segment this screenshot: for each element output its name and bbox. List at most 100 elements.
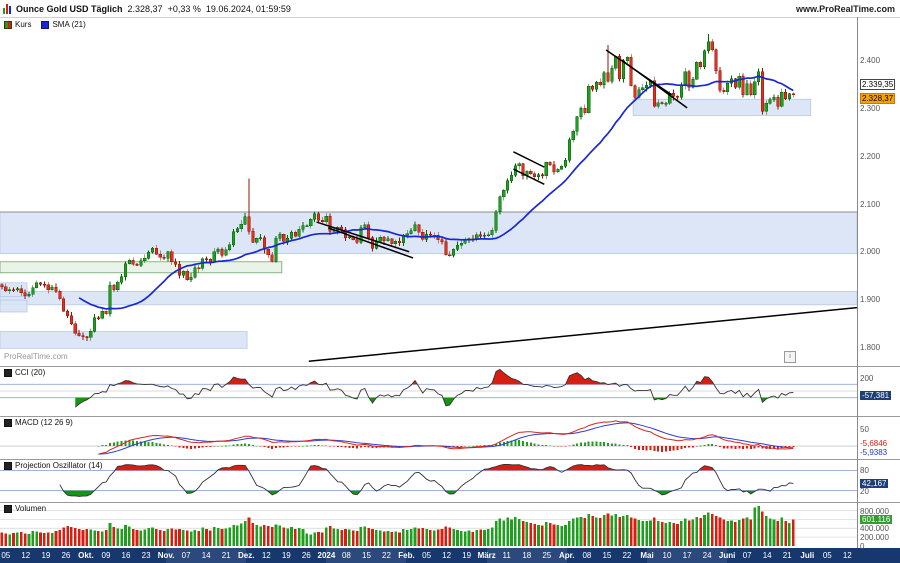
price-legend: Kurs SMA (21): [4, 20, 86, 29]
time-axis-tick-label: 12: [842, 551, 852, 560]
price-axis-label: 2.000: [860, 247, 881, 257]
time-axis-tick-label: 15: [362, 551, 371, 560]
time-axis-month-label: Apr.: [559, 551, 575, 560]
time-axis-tick-label: 21: [221, 551, 231, 560]
time-axis-tick-label: 05: [1, 551, 11, 560]
time-axis-tick-label: 12: [442, 551, 452, 560]
macd-legend-chip: [4, 418, 12, 427]
sma-legend-label: SMA (21): [52, 20, 86, 29]
prev-close-badge: 2.339,35: [860, 79, 896, 90]
macd-indicator-chart[interactable]: [0, 416, 857, 459]
time-axis-month-label: 2024: [317, 551, 336, 560]
time-axis-tick-label: 15: [602, 551, 612, 560]
header-separator: [0, 17, 900, 18]
time-axis-tick-label: 05: [422, 551, 432, 560]
price-change-text: +0,33 %: [167, 3, 201, 14]
price-axis-column[interactable]: 2.400 2.300 2.200 2.100 2.000 1.900 1.800 2.339…: [858, 0, 900, 551]
time-axis-tick-label: 19: [41, 551, 51, 560]
instrument-title: Ounce Gold USD Täglich: [16, 3, 123, 14]
time-axis-tick-label: 25: [542, 551, 552, 560]
trend-line: [316, 221, 410, 253]
quote-timestamp: 19.06.2024, 01:59:59: [205, 3, 291, 14]
time-axis-tick-label: 05: [822, 551, 832, 560]
time-axis-month-label: Feb.: [398, 551, 415, 560]
time-axis-tick-label: 07: [742, 551, 752, 560]
macd-signal-label: -5,9383: [860, 448, 888, 458]
time-axis-month-label: Juni: [718, 551, 736, 560]
price-axis-label: 2.100: [860, 199, 881, 209]
price-axis-label: 2.400: [860, 56, 881, 65]
time-axis-tick-label: 17: [682, 551, 692, 560]
trend-line: [308, 306, 857, 362]
projection-value-badge: 42,167: [860, 479, 889, 489]
time-axis-tick-label: 14: [201, 551, 211, 560]
time-axis-tick-label: 21: [782, 551, 792, 560]
time-axis-month-label: März: [477, 551, 496, 560]
legend-kurs[interactable]: Kurs: [4, 20, 31, 29]
volume-panel-label: Volumen: [15, 504, 47, 513]
time-axis-month-label: Nov.: [157, 551, 175, 560]
price-axis-label: 2.300: [860, 103, 881, 113]
projection-axis-top-label: 80: [860, 466, 869, 476]
time-axis-tick-label: 18: [522, 551, 532, 560]
main-price-chart[interactable]: [0, 17, 857, 366]
macd-value-label: -5,6846: [860, 439, 888, 449]
volume-panel-header[interactable]: Volumen: [4, 504, 46, 513]
time-axis-tick-label: 12: [261, 551, 271, 560]
time-axis-tick-label: 24: [702, 551, 712, 560]
drawing-zone: [0, 331, 248, 349]
time-axis-tick-label: 19: [462, 551, 472, 560]
cci-panel-label: CCI (20): [15, 368, 46, 377]
time-axis-month-label: Dez.: [237, 551, 255, 560]
cci-panel-header[interactable]: CCI (20): [4, 368, 45, 377]
macd-signal-line: [98, 422, 794, 455]
price-axis-border: [857, 17, 858, 548]
volume-axis-label: 200.000: [860, 533, 889, 543]
time-axis-month-segment: [166, 548, 247, 563]
price-axis-label: 2.200: [860, 151, 881, 161]
projection-panel-header[interactable]: Projection Oszillator (14): [4, 461, 103, 470]
macd-panel-label: MACD (12 26 9): [15, 418, 73, 427]
time-axis-month-label: Mai: [640, 551, 654, 560]
cci-value-badge: -57,381: [860, 390, 892, 400]
overbought-fill: [116, 369, 714, 385]
info-icon[interactable]: i: [784, 351, 796, 363]
last-price-text: 2.328,37: [127, 3, 163, 14]
projection-oscillator-chart[interactable]: [0, 459, 857, 502]
macd-axis-label: 50: [860, 424, 869, 434]
time-axis-tick-label: 08: [341, 551, 351, 560]
time-axis-tick-label: 10: [662, 551, 672, 560]
volume-axis-label: 800.000: [860, 506, 889, 516]
macd-panel-header[interactable]: MACD (12 26 9): [4, 418, 73, 427]
projection-panel-label: Projection Oszillator (14): [15, 461, 103, 470]
last-price-badge: 2.328,37: [860, 93, 896, 105]
trend-line: [621, 59, 688, 109]
time-axis-tick-label: 16: [121, 551, 131, 560]
oscillator-line: [59, 463, 794, 497]
trend-line: [513, 168, 545, 186]
legend-sma[interactable]: SMA (21): [41, 20, 86, 29]
price-axis-label: 1.900: [860, 295, 881, 305]
chart-app-icon: [3, 3, 11, 14]
kurs-legend-chip: [4, 20, 12, 29]
macd-line: [98, 420, 794, 455]
time-axis-tick-label: 19: [281, 551, 291, 560]
time-axis-tick-label: 14: [762, 551, 772, 560]
trend-line: [513, 151, 545, 168]
volume-chart[interactable]: [0, 502, 857, 548]
prorealtime-site-link[interactable]: www.ProRealTime.com: [795, 3, 895, 14]
time-axis-tick-label: 12: [21, 551, 31, 560]
cci-indicator-chart[interactable]: [0, 366, 857, 416]
oscillator-line: [75, 368, 794, 408]
trend-line: [327, 227, 414, 259]
time-axis-bar[interactable]: 05 12 19 26 Okt. 09 16 23 Nov. 07 14 21 Dez. 12 19 26 20…: [0, 548, 900, 563]
overbought-fill: [114, 464, 715, 471]
time-axis-tick-label: 22: [622, 551, 632, 560]
kurs-legend-label: Kurs: [15, 20, 32, 29]
cci-legend-chip: [4, 368, 12, 377]
volume-axis-label: 400.000: [860, 524, 889, 534]
cci-axis-label: 200: [860, 373, 874, 383]
cci-separator: [0, 366, 900, 367]
candlesticks-layer: [0, 34, 795, 341]
